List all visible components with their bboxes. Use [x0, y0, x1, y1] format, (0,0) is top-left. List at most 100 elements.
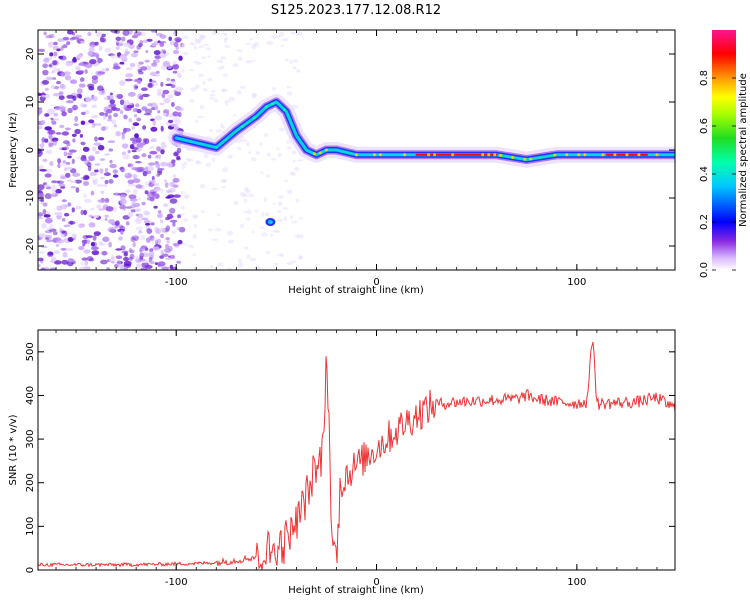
noise-blob	[138, 42, 143, 47]
noise-blob	[109, 228, 116, 233]
noise-blob	[207, 78, 213, 82]
noise-blob	[42, 203, 48, 207]
noise-blob	[61, 199, 67, 203]
noise-blob	[71, 207, 76, 213]
noise-blob	[177, 111, 182, 118]
noise-blob	[283, 216, 288, 222]
noise-blob	[40, 119, 46, 125]
noise-blob	[255, 151, 260, 155]
noise-blob	[139, 142, 147, 146]
noise-blob	[85, 109, 90, 115]
colorbar-tick-label: 0.2	[699, 214, 710, 230]
noise-blob	[148, 162, 156, 166]
noise-blob	[195, 161, 202, 165]
noise-blob	[173, 152, 179, 157]
noise-blob	[140, 245, 147, 249]
colorbar-gradient	[712, 30, 736, 270]
noise-blob	[296, 31, 303, 36]
noise-blob	[227, 154, 233, 159]
noise-blob	[279, 253, 284, 258]
noise-blob	[56, 81, 61, 85]
noise-blob	[43, 214, 51, 218]
noise-blob	[132, 241, 136, 248]
noise-blob	[91, 122, 96, 128]
noise-blob	[156, 146, 161, 152]
noise-blob	[90, 242, 95, 247]
noise-blob	[226, 230, 234, 236]
noise-blob	[193, 60, 199, 64]
noise-blob	[171, 102, 175, 107]
noise-blob	[174, 194, 182, 199]
noise-blob	[211, 238, 219, 241]
noise-blob	[198, 73, 205, 78]
noise-blob	[51, 59, 59, 66]
noise-blob	[38, 212, 44, 217]
noise-blob	[290, 172, 296, 177]
noise-blob	[159, 41, 165, 47]
noise-blob	[146, 38, 153, 42]
noise-blob	[64, 74, 72, 81]
noise-blob	[150, 261, 155, 265]
noise-blob	[163, 203, 169, 208]
noise-blob	[135, 103, 140, 108]
noise-blob	[166, 213, 173, 220]
x-tick-label: 100	[567, 577, 586, 588]
noise-blob	[166, 162, 173, 168]
noise-blob	[123, 267, 128, 270]
noise-blob	[67, 107, 73, 114]
noise-blob	[44, 173, 52, 178]
noise-blob	[46, 149, 52, 155]
noise-blob	[172, 111, 179, 117]
noise-blob	[127, 163, 134, 168]
snr-axes: -100 0 100 0 100 200 300 400 500	[25, 330, 675, 588]
noise-blob	[251, 157, 257, 162]
noise-blob	[46, 239, 53, 243]
noise-blob	[147, 154, 152, 159]
noise-blob	[127, 211, 134, 218]
noise-blob	[50, 84, 56, 89]
noise-blob	[121, 250, 129, 254]
noise-blob	[103, 114, 107, 120]
noise-blob	[98, 137, 105, 141]
noise-blob	[152, 246, 160, 251]
noise-blob	[178, 55, 183, 61]
noise-blob	[38, 108, 43, 115]
ridge-blob	[523, 157, 527, 161]
noise-blob	[211, 187, 218, 191]
ridge-blob	[325, 148, 328, 152]
noise-blob	[74, 128, 81, 135]
noise-blob	[109, 103, 117, 107]
y-tick-label: 0	[25, 567, 36, 573]
noise-blob	[127, 149, 131, 154]
noise-blob	[144, 264, 153, 269]
noise-blob	[133, 50, 139, 53]
noise-blob	[170, 181, 175, 187]
noise-blob	[109, 99, 115, 105]
noise-blob	[278, 127, 285, 132]
noise-blob	[164, 182, 169, 188]
noise-blob	[135, 86, 138, 89]
noise-blob	[42, 63, 49, 69]
noise-blob	[86, 256, 94, 262]
noise-blob	[93, 214, 99, 219]
noise-blob	[98, 199, 106, 204]
noise-blob	[202, 88, 208, 92]
ridge-blob	[493, 153, 497, 157]
noise-blob	[133, 84, 139, 90]
noise-blob	[111, 106, 117, 111]
noise-blob	[70, 180, 77, 184]
noise-blob	[56, 205, 63, 211]
noise-blob	[115, 248, 123, 251]
noise-blob	[210, 264, 214, 269]
noise-blob	[93, 52, 99, 58]
noise-blob	[146, 196, 155, 201]
noise-blob	[100, 190, 105, 194]
x-tick-label: 0	[373, 577, 379, 588]
noise-blob	[50, 117, 54, 121]
noise-blob	[198, 45, 205, 49]
noise-blob	[173, 41, 179, 48]
noise-blob	[141, 106, 148, 111]
isolated-patch-core	[267, 220, 273, 224]
noise-blob	[135, 226, 144, 231]
